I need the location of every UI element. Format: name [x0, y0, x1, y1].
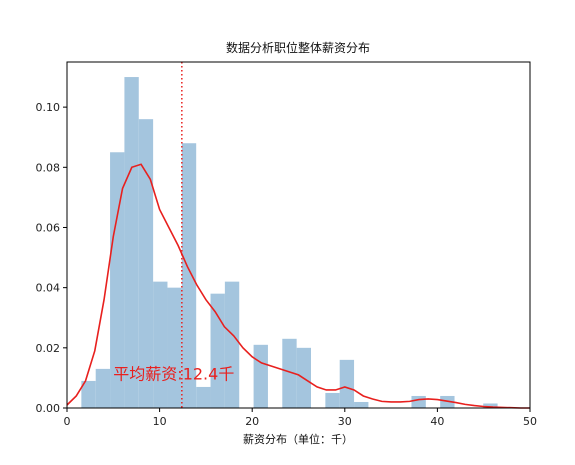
x-axis-label: 薪资分布（单位：千） [243, 432, 353, 446]
x-tick-label: 0 [64, 415, 71, 428]
y-tick-label: 0.00 [36, 402, 61, 415]
histogram-bar-13 [253, 344, 268, 408]
y-axis: 0.00 0.02 0.04 0.06 0.08 0.10 [36, 101, 67, 415]
x-tick-label: 20 [245, 415, 259, 428]
y-tick-label: 0.10 [36, 101, 61, 114]
histogram-bar-10 [210, 293, 225, 408]
kde-curve [66, 163, 530, 409]
histogram-bar-29 [483, 403, 498, 408]
histogram-bar-7 [167, 287, 182, 408]
kde-curve-group [66, 163, 530, 409]
histogram-bar-2 [95, 368, 111, 408]
histogram-bar-11 [224, 281, 240, 408]
y-tick-label: 0.02 [36, 342, 61, 355]
mean-salary-annotation: 平均薪资:12.4千 [113, 364, 234, 383]
x-tick-label: 40 [430, 415, 444, 428]
histogram-bar-24 [411, 395, 426, 408]
x-tick-label: 10 [153, 415, 167, 428]
histogram-bar-5 [138, 119, 154, 408]
y-tick-label: 0.04 [36, 282, 61, 295]
histogram-bar-15 [282, 338, 297, 408]
chart-title: 数据分析职位整体薪资分布 [226, 40, 370, 55]
x-axis: 0 10 20 30 40 50 [64, 408, 537, 428]
histogram-bar-1 [81, 380, 96, 408]
x-tick-label: 50 [523, 415, 537, 428]
histogram-bars [81, 77, 498, 408]
y-tick-label: 0.06 [36, 221, 61, 234]
histogram-bar-18 [325, 392, 340, 408]
histogram-bar-9 [196, 386, 211, 408]
histogram-bar-20 [354, 401, 369, 408]
histogram-bar-8 [181, 143, 197, 408]
histogram-bar-3 [110, 152, 125, 408]
histogram-bar-19 [339, 359, 355, 408]
histogram-bar-4 [124, 77, 139, 408]
plot-frame [66, 61, 531, 409]
y-tick-label: 0.08 [36, 161, 61, 174]
histogram-bar-6 [153, 281, 168, 408]
x-tick-label: 30 [338, 415, 352, 428]
